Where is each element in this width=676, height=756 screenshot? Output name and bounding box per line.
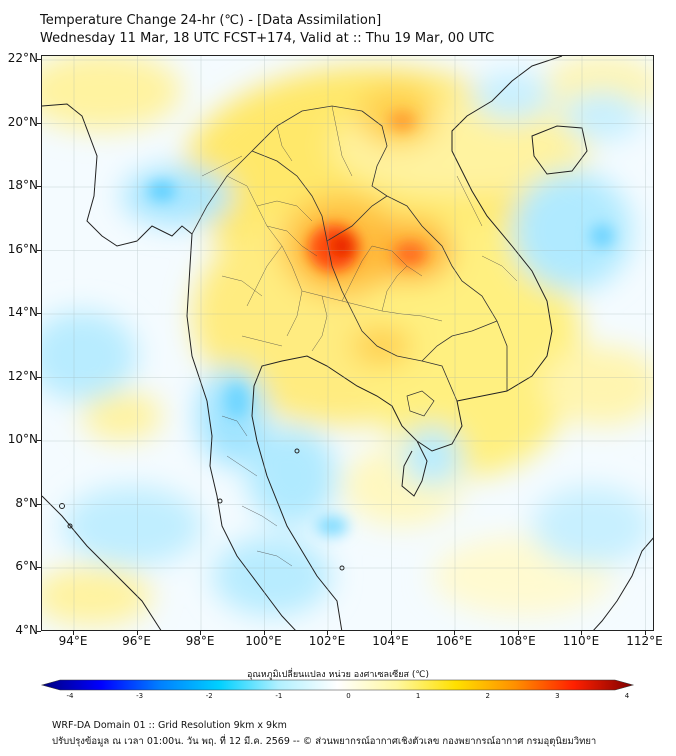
colorbar-tick-label: -2 [205, 692, 213, 700]
lat-label: 6°N [15, 559, 38, 573]
lon-tick [644, 631, 646, 635]
map-subtitle: Wednesday 11 Mar, 18 UTC FCST+174, Valid… [40, 31, 495, 46]
lon-label: 96°E [122, 634, 151, 648]
lat-tick [37, 122, 41, 124]
lon-label: 104°E [372, 634, 409, 648]
lat-label: 10°N [7, 432, 38, 446]
hot-spots [308, 111, 426, 272]
lon-label: 94°E [58, 634, 88, 648]
lat-tick [37, 440, 41, 441]
colorbar-tick-label: 4 [624, 692, 630, 700]
colorbar-title: อุณหภูมิเปลี่ยนแปลง หน่วย องศาเซลเซียส (… [246, 670, 430, 680]
province-borders [201, 105, 518, 567]
lon-tick [581, 631, 582, 635]
colorbar-tick-label: 1 [415, 692, 421, 700]
colorbar [40, 679, 635, 691]
footer-credit: ปรับปรุงข้อมูล ณ เวลา 01:00น. วัน พฤ. ที… [52, 736, 597, 747]
gridlines [42, 56, 653, 630]
lon-tick [263, 631, 265, 635]
lon-tick [517, 631, 519, 635]
lat-label: 8°N [15, 495, 38, 510]
map-canvas [42, 56, 653, 630]
lat-tick [37, 59, 41, 60]
lat-tick [37, 186, 41, 187]
footer-model-info: WRF-DA Domain 01 :: Grid Resolution 9km … [52, 720, 287, 731]
lat-tick [37, 249, 41, 251]
lat-label: 14°N [7, 305, 38, 319]
lat-label: 16°N [7, 241, 38, 256]
lon-label: 108°E [499, 634, 536, 648]
colorbar-tick-label: -1 [275, 692, 283, 700]
cool-spots [148, 181, 614, 536]
lon-label: 102°E [308, 634, 346, 648]
lat-label: 18°N [7, 178, 38, 192]
lon-label: 106°E [435, 634, 473, 648]
lon-tick [454, 631, 455, 635]
lat-label: 20°N [7, 114, 38, 129]
lon-tick [200, 631, 201, 635]
lon-tick [390, 631, 392, 635]
lat-tick [37, 376, 41, 378]
lat-tick [37, 630, 41, 632]
colorbar-tick-label: 0 [346, 692, 351, 700]
lon-tick [73, 631, 74, 635]
lat-label: 22°N [7, 51, 38, 65]
lat-label: 4°N [15, 622, 38, 637]
lat-tick [37, 567, 41, 568]
colorbar-tick-label: 3 [555, 692, 560, 700]
lon-tick [327, 631, 328, 635]
tonle-sap-lake [406, 390, 435, 417]
coastlines [42, 56, 653, 630]
lon-label: 100°E [245, 634, 282, 648]
map-title: Temperature Change 24-hr (℃) - [Data Ass… [40, 13, 382, 28]
lat-label: 12°N [7, 368, 38, 383]
lon-label: 110°E [562, 634, 600, 648]
lat-tick [37, 503, 41, 505]
colorbar-bar [40, 679, 635, 691]
lon-tick [136, 631, 138, 635]
colorbar-tick-label: -3 [136, 692, 144, 700]
colorbar-tick-label: 2 [485, 692, 490, 700]
colorbar-tick-label: -4 [66, 692, 74, 700]
temperature-change-map[interactable] [41, 55, 654, 631]
lon-label: 98°E [185, 634, 215, 648]
lat-tick [37, 313, 41, 314]
lon-label: 112°E [626, 634, 663, 648]
